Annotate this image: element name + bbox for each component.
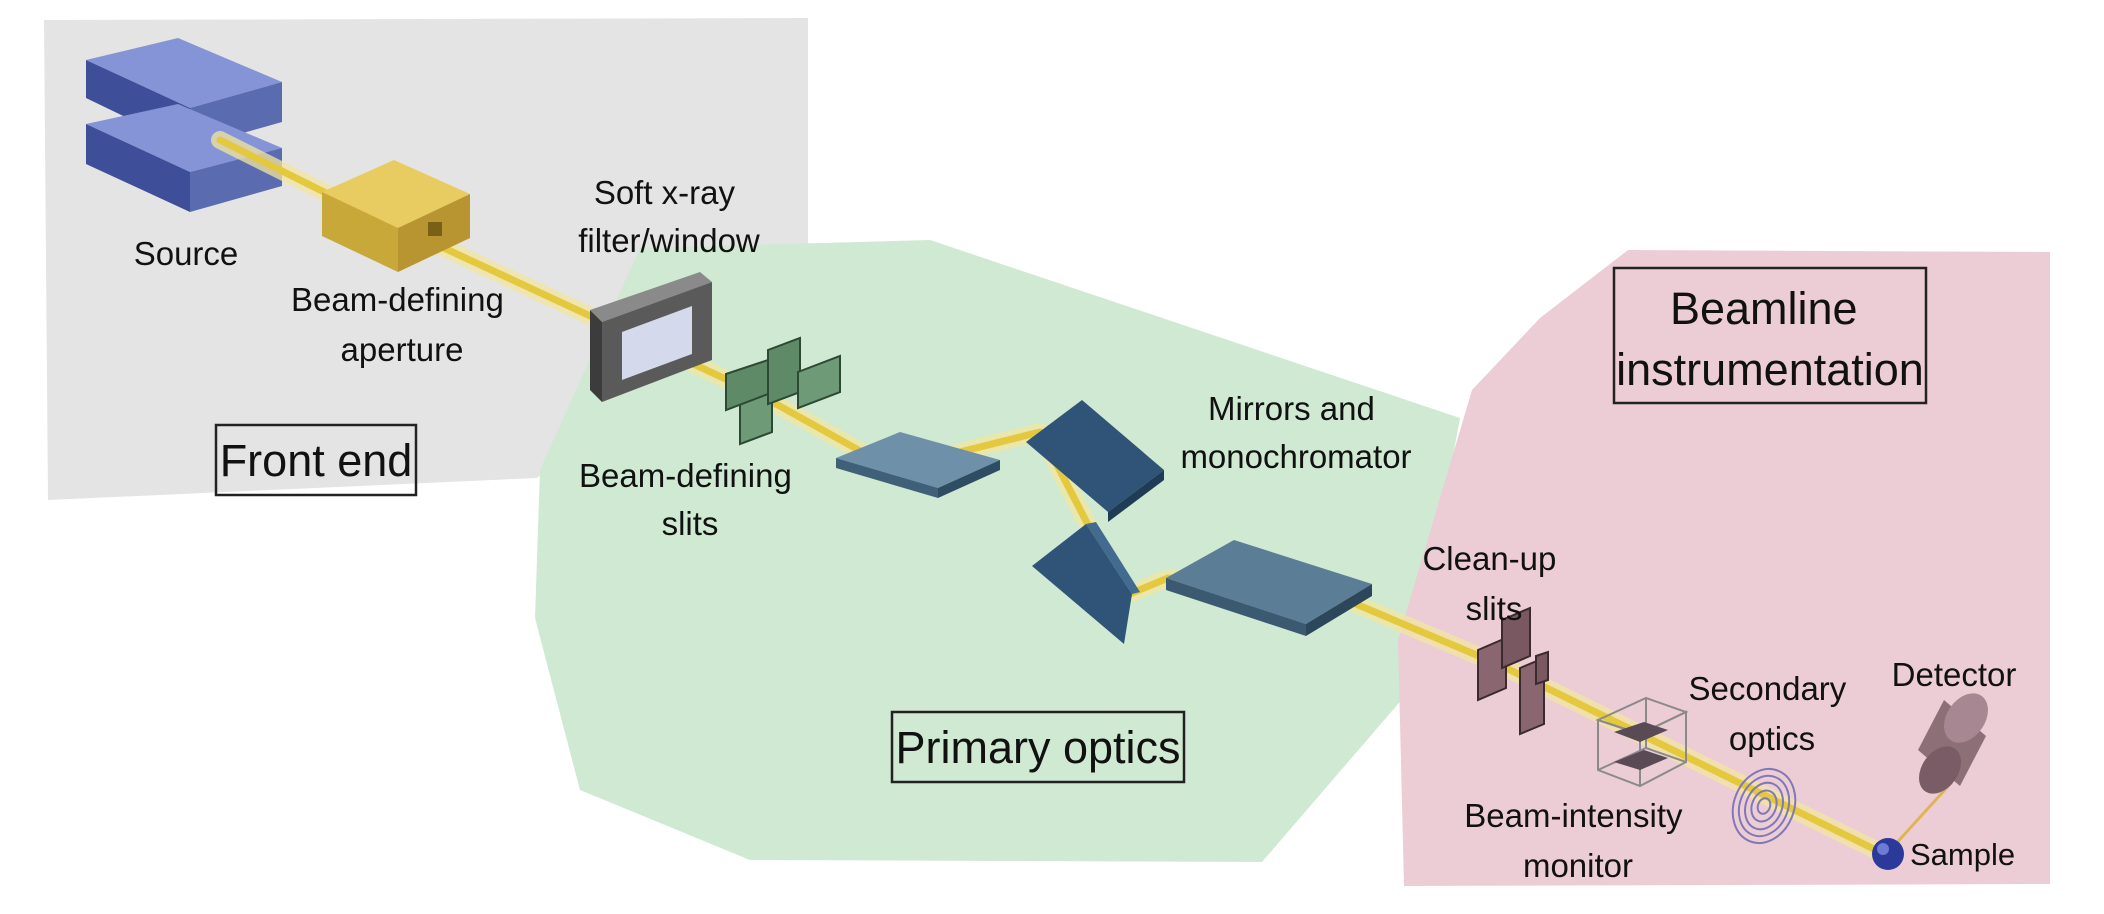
detector-label: Detector (1892, 656, 2017, 693)
sample-label: Sample (1910, 837, 2015, 872)
beam-defining-slits-icon (725, 336, 841, 446)
beam-intensity-monitor-label: Beam-intensity monitor (1464, 797, 1691, 884)
soft-x-ray-filter-window-icon (590, 272, 712, 402)
beam-intensity-monitor-icon (1595, 696, 1689, 788)
primary-optics-title-box: Primary optics (890, 710, 1186, 784)
primary-optics-title: Primary optics (895, 722, 1180, 773)
beam-defining-aperture-icon (322, 160, 470, 272)
detector-icon (1918, 693, 1988, 794)
front-end-title-box: Front end (214, 423, 418, 497)
front-end-title: Front end (220, 435, 413, 486)
soft-x-ray-filter-label: Soft x-ray filter/window (578, 174, 760, 259)
source-label: Source (134, 235, 239, 272)
clean-up-slits-icon (1477, 606, 1549, 736)
beamline-instrumentation-region (1398, 250, 2050, 886)
sample-icon (1872, 838, 1904, 870)
beam-defining-slits-label: Beam-defining slits (579, 457, 801, 542)
secondary-optics-icon (1731, 768, 1797, 844)
beam-defining-aperture-label: Beam-defining aperture (291, 281, 513, 368)
beamline-instrumentation-title: Beamline instrumentation (1616, 283, 1924, 395)
beamline-instrumentation-title-box: Beamline instrumentation (1612, 266, 1928, 405)
mirrors-and-monochromator-icon (836, 400, 1372, 644)
mirrors-and-monochromator-label: Mirrors and monochromator (1180, 390, 1411, 475)
secondary-optics-label: Secondary optics (1689, 670, 1856, 757)
clean-up-slits-label: Clean-up slits (1422, 540, 1565, 627)
